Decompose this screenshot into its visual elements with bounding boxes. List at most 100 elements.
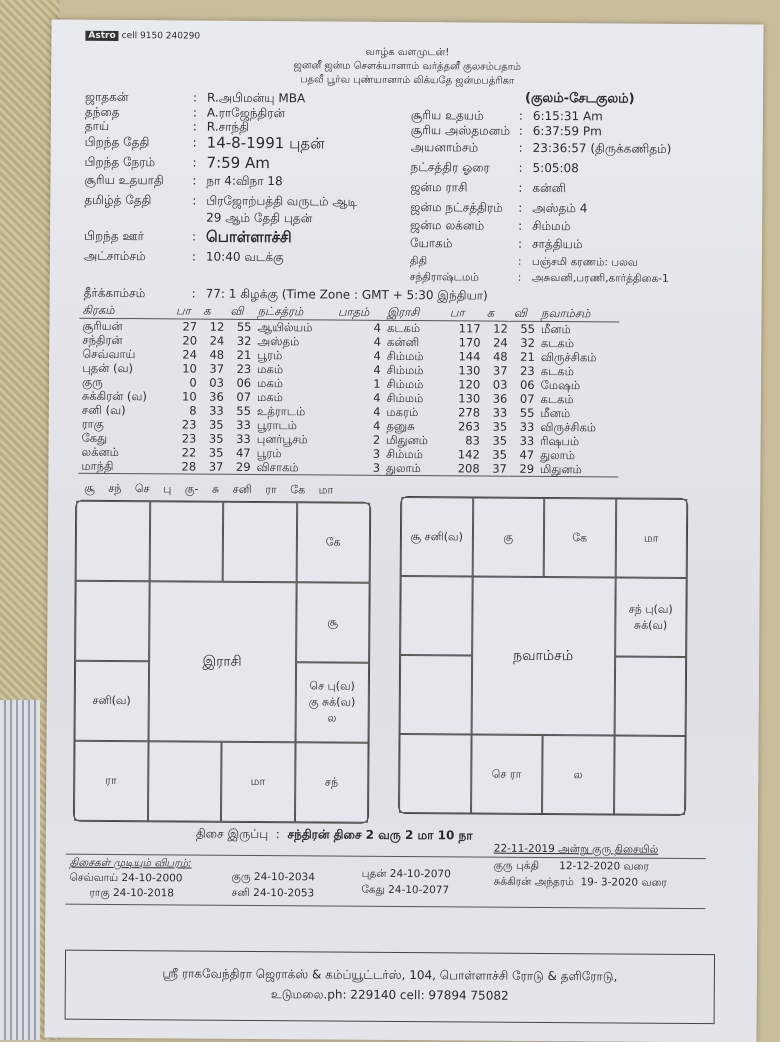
chart-house: சந் [294, 742, 369, 823]
table-cell: 23 [520, 363, 535, 378]
detail-colon: : [518, 140, 523, 155]
table-cell: மகம் [257, 361, 284, 377]
chart-house [149, 501, 224, 582]
table-cell: 23 [181, 417, 197, 432]
house-planets: மா [643, 531, 659, 545]
table-cell: 23 [181, 431, 197, 446]
planet-sequence: சூ சந் செ பு கு- சு சனி ரா கே மா [84, 481, 334, 497]
detail-label: பிறந்த தேதி [84, 134, 150, 150]
table-cell: சந்திரன் [82, 332, 123, 348]
table-cell: 144 [458, 349, 481, 364]
table-cell: 33 [519, 433, 535, 448]
detail-row: நட்சத்திர ஓரை:5:05:08 [410, 160, 578, 176]
detail-colon [192, 211, 206, 226]
detail-row: ஜன்ம ராசி: கன்னி [410, 180, 566, 196]
table-cell: கடகம் [540, 335, 575, 351]
table-cell: விசாகம் [253, 459, 334, 476]
table-cell: 03 [209, 375, 225, 390]
table-cell: 263 [457, 419, 481, 434]
detail-row: சந்திராஷ்டமம்: அசுவனி,பரணி,கார்த்திகை-1 [410, 270, 669, 286]
brand-header: Astro cell 9150 240290 [85, 30, 200, 43]
table-cell: 55 [236, 319, 252, 334]
table-cell: பூரம் [257, 347, 283, 363]
table-cell: ரிஷபம் [540, 433, 580, 449]
table-cell: 55 [519, 405, 535, 420]
detail-label: சூரிய அஸ்தமனம் [410, 123, 511, 138]
detail-value: 77: 1 கிழக்கு (Time Zone : GMT + 5:30 இந… [205, 286, 488, 303]
detail-value: சாத்தியம் [531, 236, 583, 252]
table-cell: 22 [181, 445, 197, 460]
detail-label: ஜாதகன் [84, 89, 129, 105]
table-cell: 03 [492, 377, 508, 392]
table-cell: 27 [182, 319, 198, 334]
chart-house [614, 656, 687, 736]
current-antaram: சுக்கிரன் அந்தரம் 19- 3-2020 வரை [493, 875, 667, 889]
detail-label: ஜன்ம நட்சத்திரம் [410, 200, 503, 215]
column-header: நட்சத்ரம் [254, 302, 336, 321]
dasa-end-item: குரு 24-10-2034 [231, 870, 315, 884]
table-cell: சனி (வ) [81, 402, 126, 418]
detail-label: சூரிய உதயாதி [84, 172, 164, 188]
chart-house [399, 654, 472, 735]
table-cell: 4 [373, 362, 381, 377]
chart-house: கே [543, 497, 616, 578]
table-cell: 06 [519, 377, 535, 392]
detail-row: ஜன்ம லக்னம்: சிம்மம் [410, 218, 570, 234]
detail-value: R.அபிமன்யு MBA [206, 90, 306, 106]
astro-details: சூரிய உதயம்:6:15:31 Am சூரிய அஸ்தமனம்:6:3… [52, 20, 764, 285]
detail-colon: : [192, 229, 197, 244]
table-cell: விருச்சிகம் [540, 419, 597, 435]
table-cell: விருச்சிகம் [540, 349, 597, 365]
detail-label: அட்சாம்சம் [83, 248, 146, 264]
table-cell: சூரியன் [82, 318, 123, 334]
table-cell: அஸ்தம் [257, 333, 300, 349]
dasa-end-item: கேது 24-10-2077 [361, 883, 450, 897]
chart-house: செ ரா [470, 734, 543, 814]
chart-title: நவாம்சம் [471, 576, 616, 736]
chart-house: ரா [73, 740, 149, 822]
detail-value: 29 ஆம் தேதி புதன் [206, 210, 313, 226]
column-header: இராசி [384, 303, 448, 321]
chart-house: செ பு(வ) கு சுக்(வ) ல [295, 662, 370, 743]
table-cell: மிதுனம் [537, 461, 619, 477]
table-cell: 36 [209, 389, 224, 404]
table-cell: 29 [226, 459, 254, 475]
detail-value: கன்னி [532, 180, 567, 196]
table-cell: 32 [236, 333, 252, 348]
table-cell: 47 [235, 445, 251, 460]
table-cell: 32 [520, 335, 535, 350]
chart-house: ல [542, 734, 615, 815]
detail-label: பிறந்த ஊர் [84, 228, 144, 244]
table-cell: 130 [458, 363, 481, 378]
table-cell: 33 [209, 403, 224, 418]
house-planets: சூ சனி(வ) [410, 529, 463, 543]
brand-logo: Astro [85, 30, 119, 41]
detail-row: பிறந்த ஊர்: பொள்ளாச்சி [84, 227, 292, 247]
detail-value: 23:36:57 (திருக்கணிதம்) [532, 140, 672, 156]
detail-colon: : [518, 218, 523, 233]
house-planets: சந் பு(வ) [628, 602, 673, 616]
table-cell: 35 [208, 417, 224, 432]
table-cell: 10 [182, 361, 197, 376]
table-cell: கேது [81, 430, 108, 445]
table-cell: 48 [492, 349, 508, 364]
house-planets: சனி(வ) [92, 693, 131, 708]
chart-house [75, 500, 150, 582]
column-header: வி [227, 302, 255, 320]
chart-house [613, 735, 686, 815]
detail-colon: : [192, 155, 197, 170]
table-cell: மிதுனம் [386, 432, 428, 448]
table-cell: சிம்மம் [386, 376, 424, 392]
divider [65, 903, 706, 910]
house-planets: செ பு(வ) [309, 679, 355, 693]
detail-value: 7:59 Am [206, 153, 270, 173]
table-cell: 06 [236, 375, 252, 390]
table-cell: கடகம் [540, 363, 574, 379]
detail-colon: : [192, 135, 197, 150]
detail-colon: : [517, 271, 522, 284]
chart-title: இராசி [148, 581, 297, 743]
detail-label: பிறந்த நேரம் [84, 154, 156, 170]
house-planets: சுக்(வ) [633, 618, 668, 632]
detail-label: யோகம் [409, 236, 453, 251]
kulam: (குலம்-சேடகுலம்) [524, 90, 635, 107]
